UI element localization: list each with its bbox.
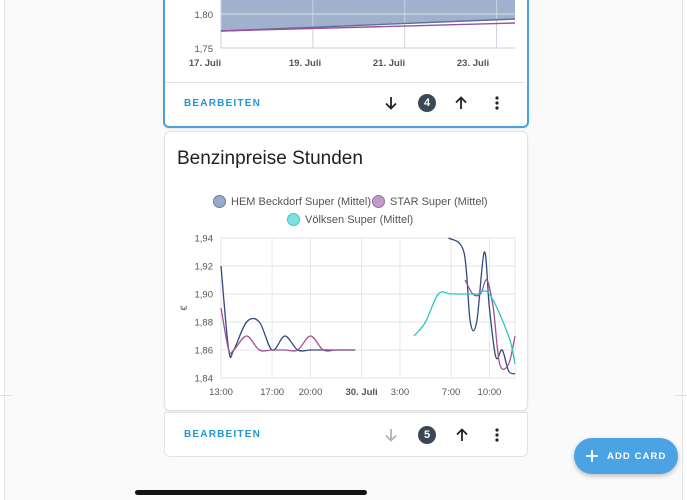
x-tick-label: 10:00	[478, 387, 502, 398]
y-axis-label: €	[179, 305, 189, 310]
position-badge: 5	[418, 426, 436, 444]
y-tick-label: 1,86	[195, 346, 214, 357]
arrow-up-icon[interactable]	[452, 425, 472, 445]
x-tick-label: 21. Juli	[373, 58, 405, 69]
legend-item[interactable]: STAR Super (Mittel)	[372, 195, 488, 208]
y-tick-label: 1,90	[195, 290, 214, 301]
x-tick-label: 17:00	[260, 387, 284, 398]
series-line-1	[220, 307, 356, 355]
bottom-chart: 1,94 1,92 1,90 1,88 1,86 1,84 13:00 17:00 20:00 3…	[179, 234, 516, 398]
position-badge: 4	[418, 94, 436, 112]
legend-label: STAR Super (Mittel)	[390, 195, 488, 208]
top-card[interactable]: 1,80 1,75 17. Juli 19. Juli 21. Juli 23. Juli	[163, 0, 529, 128]
top-chart: 1,80 1,75 17. Juli 19. Juli 21. Juli 23. Juli	[189, 0, 516, 69]
edit-button[interactable]: BEARBEITEN	[184, 98, 262, 109]
benzinpreise-card: Benzinpreise Stunden HEM Beckdorf Super …	[164, 131, 528, 411]
left-divider	[0, 395, 12, 396]
x-tick-label: 17. Juli	[189, 58, 221, 69]
right-gutter	[682, 0, 687, 500]
legend-swatch-star	[372, 195, 385, 208]
legend-swatch-hem	[213, 195, 226, 208]
top-editbar: BEARBEITEN 4	[165, 82, 525, 123]
x-tick-label: 3:00	[391, 387, 410, 398]
dots-vertical-icon[interactable]	[487, 425, 507, 445]
y-tick-label: 1,75	[195, 44, 214, 55]
series-line-1	[220, 22, 516, 32]
x-tick-label: 19. Juli	[289, 58, 321, 69]
legend-label: Völksen Super (Mittel)	[305, 213, 414, 226]
right-divider	[675, 395, 687, 396]
y-tick-label: 1,92	[195, 262, 214, 273]
plus-icon	[585, 449, 599, 463]
add-card-button[interactable]: ADD CARD	[574, 438, 678, 474]
series-line-0	[448, 237, 516, 375]
x-tick-label: 23. Juli	[457, 58, 489, 69]
edit-button[interactable]: BEARBEITEN	[184, 429, 262, 440]
card-title: Benzinpreise Stunden	[177, 148, 363, 169]
legend-item[interactable]: Völksen Super (Mittel)	[287, 213, 413, 226]
x-tick-label: 13:00	[209, 387, 233, 398]
area-fill	[221, 0, 515, 31]
y-tick-label: 1,84	[195, 374, 214, 385]
series-line-1	[464, 279, 516, 370]
y-tick-label: 1,94	[195, 234, 214, 245]
left-gutter	[0, 0, 5, 500]
x-tick-label: 7:00	[442, 387, 461, 398]
y-tick-label: 1,88	[195, 318, 214, 329]
add-card-label: ADD CARD	[607, 450, 667, 462]
bottom-editbar: BEARBEITEN 5	[164, 412, 528, 457]
x-tick-label: 30. Juli	[345, 387, 377, 398]
arrow-down-icon[interactable]	[381, 425, 401, 445]
legend-item[interactable]: HEM Beckdorf Super (Mittel)	[213, 195, 371, 208]
dots-vertical-icon[interactable]	[487, 93, 507, 113]
x-tick-label: 20:00	[299, 387, 323, 398]
arrow-down-icon[interactable]	[381, 93, 401, 113]
y-tick-label: 1,80	[195, 10, 214, 21]
arrow-up-icon[interactable]	[451, 93, 471, 113]
legend-swatch-voelksen	[287, 213, 300, 226]
series-line-2	[413, 290, 516, 365]
legend-label: HEM Beckdorf Super (Mittel)	[231, 195, 371, 208]
home-indicator	[135, 490, 367, 495]
series-line-0	[220, 265, 356, 359]
